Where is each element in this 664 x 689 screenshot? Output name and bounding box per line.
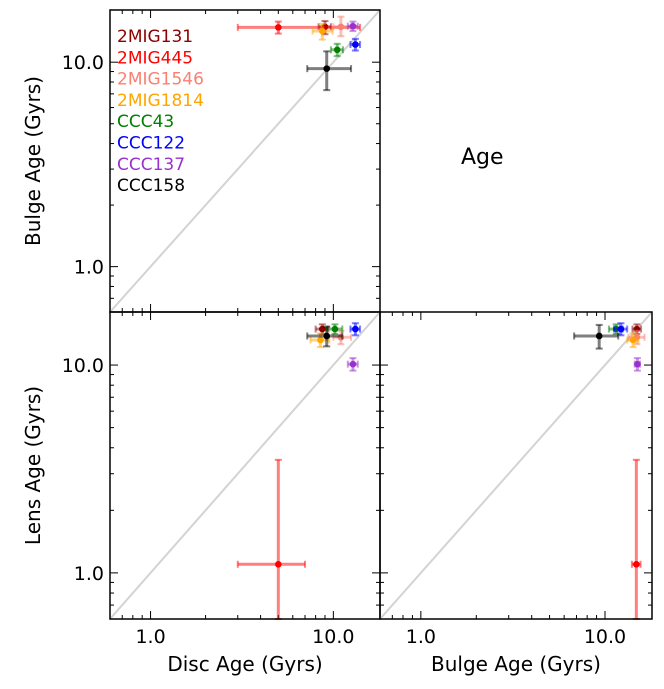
diagonal-line — [109, 9, 381, 313]
x-tick-label: 10.0 — [584, 626, 626, 648]
point-marker — [323, 65, 331, 72]
point-marker — [352, 41, 359, 48]
legend-entry-ccc43: CCC43 — [117, 112, 174, 132]
data-point-ccc122 — [349, 37, 362, 52]
diagonal-line — [379, 311, 653, 620]
point-marker — [352, 325, 359, 333]
point-marker — [629, 336, 637, 344]
data-point-ccc137 — [346, 20, 359, 33]
legend-entry-2mig1546: 2MIG1546 — [117, 70, 204, 90]
data-point-ccc137 — [633, 357, 642, 372]
legend-entry-2mig1814: 2MIG1814 — [117, 91, 204, 111]
legend: 2MIG1312MIG4452MIG15462MIG1814CCC43CCC12… — [117, 27, 204, 196]
point-marker — [595, 332, 603, 340]
x-axis-label: Bulge Age (Gyrs) — [431, 652, 601, 676]
data-point-2mig1814 — [626, 332, 640, 349]
point-marker — [349, 360, 357, 368]
legend-entry-ccc158: CCC158 — [117, 176, 185, 196]
panel-top-left: 1.0 10.0 Bulge Age (Gyrs) — [21, 9, 381, 313]
point-marker — [317, 336, 324, 344]
point-marker — [275, 560, 282, 568]
point-marker — [331, 325, 339, 333]
y-axis-label: Lens Age (Gyrs) — [21, 386, 45, 545]
data-point-2mig1814 — [311, 22, 334, 41]
point-marker — [633, 560, 640, 568]
point-marker — [337, 23, 345, 31]
point-marker — [634, 360, 641, 368]
legend-entry-2mig445: 2MIG445 — [117, 48, 193, 68]
data-point-ccc122 — [613, 322, 629, 337]
legend-entry-2mig131: 2MIG131 — [117, 27, 193, 47]
point-marker — [275, 24, 282, 31]
point-marker — [323, 332, 331, 340]
data-point-ccc158 — [306, 50, 353, 92]
y-tick-label: 10.0 — [62, 52, 104, 74]
x-tick-label: 10.0 — [312, 626, 354, 648]
data-point-ccc43 — [329, 42, 345, 58]
axes-frame — [379, 311, 653, 620]
diagonal-line — [109, 311, 381, 620]
panel-bottom-right: 1.0 10.0 Bulge Age (Gyrs) — [379, 311, 653, 676]
point-marker — [617, 325, 625, 333]
legend-entry-ccc137: CCC137 — [117, 155, 185, 175]
legend-entry-ccc122: CCC122 — [117, 134, 185, 154]
data-point-ccc122 — [349, 322, 362, 337]
data-point-ccc158 — [306, 325, 344, 348]
data-point-ccc158 — [573, 323, 620, 350]
panels-layer: 1.0 10.0 Bulge Age (Gyrs) 1.0 10.0 1.0 10.0 Dis… — [21, 9, 653, 676]
point-marker — [318, 27, 326, 35]
data-point-2mig445 — [630, 458, 642, 620]
y-tick-label: 1.0 — [74, 257, 104, 279]
x-tick-label: 1.0 — [135, 626, 165, 648]
x-axis-label: Disc Age (Gyrs) — [167, 652, 322, 676]
y-tick-label: 1.0 — [74, 563, 104, 585]
data-point-ccc137 — [346, 357, 359, 372]
y-axis-label: Bulge Age (Gyrs) — [21, 76, 45, 246]
panel-bottom-left: 1.0 10.0 1.0 10.0 Disc Age (Gyrs) Lens Age (G… — [21, 311, 381, 676]
point-marker — [333, 46, 341, 54]
data-point-2mig445 — [236, 458, 307, 620]
x-tick-label: 1.0 — [406, 626, 436, 648]
point-marker — [349, 22, 357, 30]
y-tick-label: 10.0 — [62, 355, 104, 377]
figure-label: Age — [461, 145, 504, 170]
